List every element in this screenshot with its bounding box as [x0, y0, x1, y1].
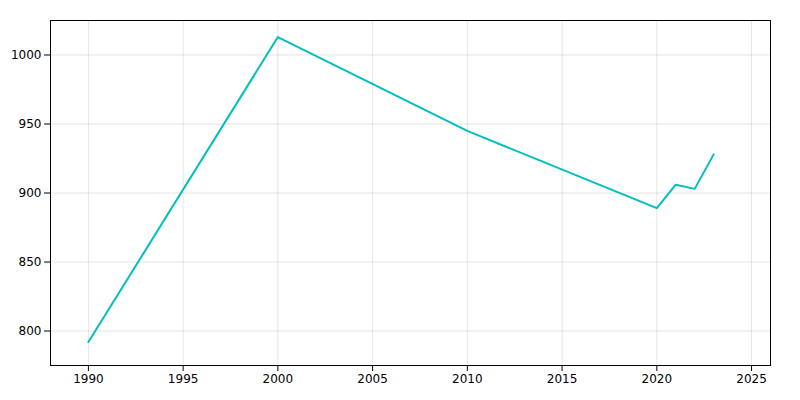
svg-text:2015: 2015 [547, 372, 578, 386]
svg-text:2005: 2005 [357, 372, 388, 386]
svg-text:2020: 2020 [642, 372, 673, 386]
svg-text:2025: 2025 [736, 372, 767, 386]
svg-text:2010: 2010 [452, 372, 483, 386]
svg-text:850: 850 [19, 255, 42, 269]
svg-text:1995: 1995 [168, 372, 199, 386]
svg-text:800: 800 [19, 324, 42, 338]
svg-text:900: 900 [19, 186, 42, 200]
svg-text:1990: 1990 [73, 372, 104, 386]
svg-text:2000: 2000 [263, 372, 294, 386]
svg-text:950: 950 [19, 117, 42, 131]
svg-text:1000: 1000 [11, 48, 42, 62]
